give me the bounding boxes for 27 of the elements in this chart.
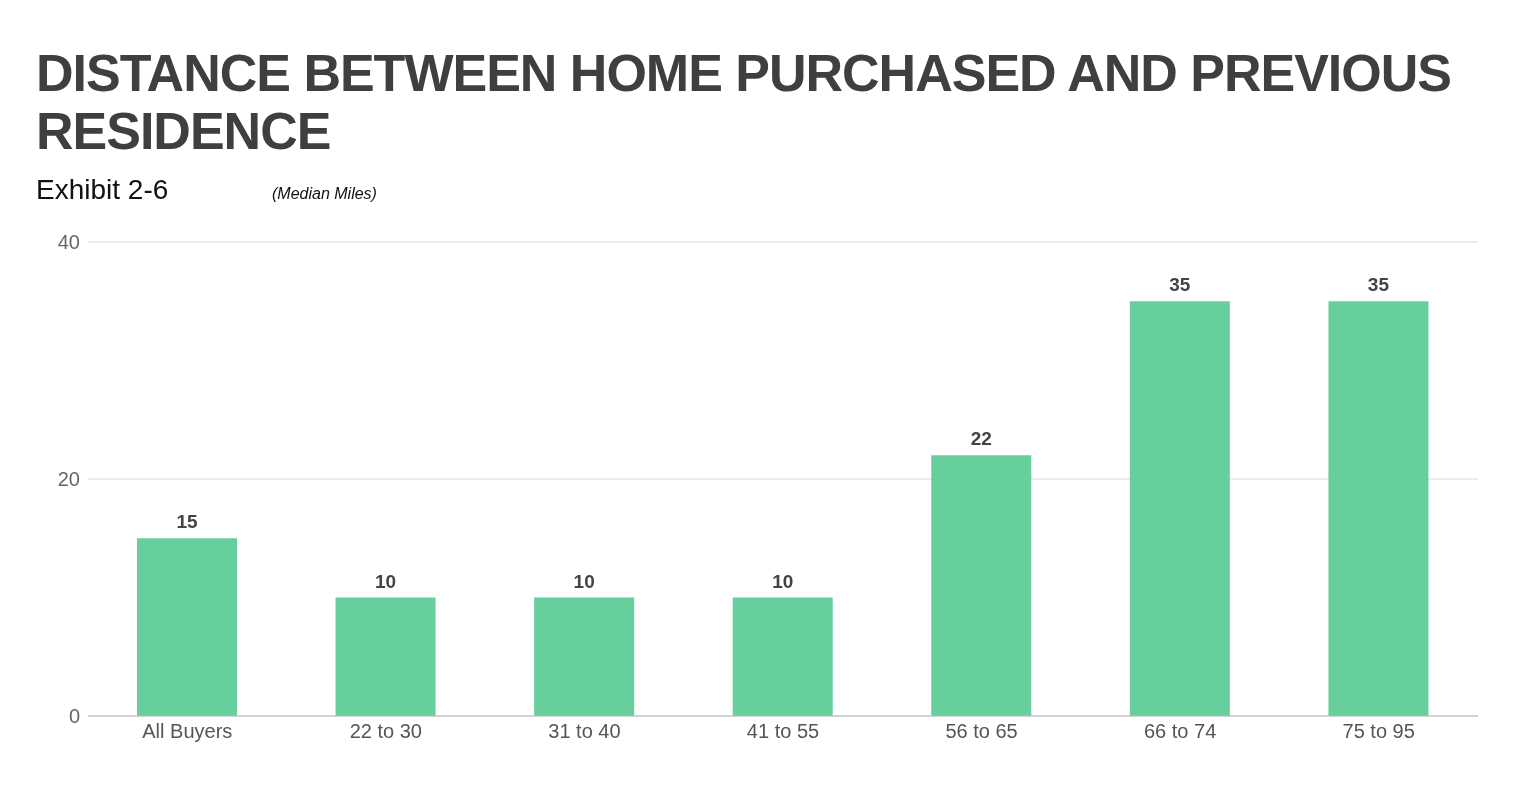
y-tick-label: 40 [57,231,80,254]
x-tick-label: 75 to 95 [1342,720,1415,743]
bar [1129,301,1230,716]
y-axis-title: (Median Miles) [272,185,377,203]
data-label: 35 [1169,274,1191,296]
x-tick-label: 31 to 40 [548,720,621,743]
data-label: 10 [375,570,397,592]
data-label: 15 [176,511,198,533]
x-tick-label: 22 to 30 [349,720,423,743]
x-tick-label: 41 to 55 [746,720,820,743]
x-tick-label: All Buyers [142,720,233,743]
bar [335,597,436,716]
data-label: 10 [573,570,595,592]
x-tick-label: 56 to 65 [945,720,1018,743]
bar [732,597,833,716]
chart-subtitle: Exhibit 2-6 [36,174,170,206]
data-label: 35 [1367,274,1390,296]
y-tick-label: 0 [68,705,80,728]
data-label: 10 [772,570,794,592]
y-tick-label: 20 [57,468,80,491]
bar [931,455,1032,716]
bar [534,597,635,716]
bar [1328,301,1429,716]
data-label: 22 [970,428,992,450]
chart-title: DISTANCE BETWEEN HOME PURCHASED AND PREVIOUS RESIDENCE [35,43,1452,160]
x-tick-label: 66 to 74 [1143,720,1217,743]
bar [137,538,237,716]
